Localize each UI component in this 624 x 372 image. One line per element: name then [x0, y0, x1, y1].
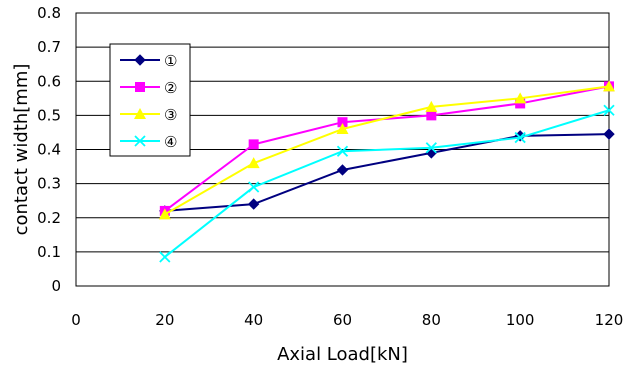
y-tick-label: 0.4: [37, 141, 61, 159]
legend-label: ③: [164, 106, 177, 124]
data-point: [336, 123, 349, 135]
data-point: [159, 251, 171, 263]
data-point: [247, 157, 260, 169]
series-layer: [158, 80, 615, 263]
y-tick-label: 0.3: [37, 175, 61, 193]
series-3: [158, 80, 615, 220]
data-point: [603, 128, 615, 140]
series-1: [159, 128, 615, 217]
x-axis-title: Axial Load[kN]: [277, 344, 408, 365]
data-point: [603, 104, 615, 116]
legend-item: ②: [120, 79, 177, 97]
y-tick-label: 0.1: [37, 243, 61, 261]
y-tick-label: 0.6: [37, 72, 61, 90]
y-tick-label: 0.5: [37, 106, 61, 124]
y-tick-label: 0: [51, 277, 61, 295]
y-tick-label: 0.2: [37, 209, 61, 227]
legend-label: ①: [164, 52, 177, 70]
x-tick-label: 0: [71, 311, 81, 329]
legend-marker: [135, 82, 145, 92]
data-point: [248, 181, 260, 193]
plot-area: [75, 12, 610, 287]
y-tick-labels: 0 0.1 0.2 0.3 0.4 0.5 0.6 0.7 0.8: [37, 4, 61, 295]
data-point: [247, 198, 260, 210]
y-tick-label: 0.8: [37, 4, 61, 22]
data-point: [158, 208, 171, 220]
series-line: [164, 85, 610, 216]
data-point: [426, 110, 437, 121]
legend-marker: [134, 54, 146, 66]
legend-label: ②: [164, 79, 177, 97]
x-tick-label: 120: [595, 311, 624, 329]
series-line: [164, 133, 610, 212]
x-tick-label: 60: [333, 311, 352, 329]
x-tick-label: 20: [155, 311, 174, 329]
data-point: [514, 131, 526, 144]
x-tick-label: 80: [422, 311, 441, 329]
data-point: [336, 145, 349, 157]
data-point: [336, 164, 349, 176]
legend-item: ①: [120, 52, 177, 70]
legend-item: ④: [120, 133, 177, 151]
y-tick-label: 0.7: [37, 38, 61, 56]
data-point: [337, 117, 348, 128]
x-tick-label: 40: [244, 311, 263, 329]
legend: ① ② ③ ④: [109, 43, 191, 157]
data-point: [425, 142, 437, 154]
data-point: [515, 98, 526, 109]
legend-label: ④: [164, 133, 177, 151]
x-tick-labels: 0 20 40 60 80 100 120: [71, 311, 623, 329]
legend-marker: [134, 135, 146, 147]
legend-marker: [134, 108, 146, 119]
data-point: [248, 139, 259, 150]
series-line: [164, 109, 610, 258]
data-point: [603, 80, 615, 92]
data-point: [425, 100, 438, 112]
y-axis-title: contact width[mm]: [11, 64, 32, 236]
legend-box: [109, 43, 191, 157]
data-point: [514, 92, 527, 104]
legend-item: ③: [120, 106, 177, 124]
series-4: [159, 104, 615, 263]
x-tick-label: 100: [506, 311, 535, 329]
